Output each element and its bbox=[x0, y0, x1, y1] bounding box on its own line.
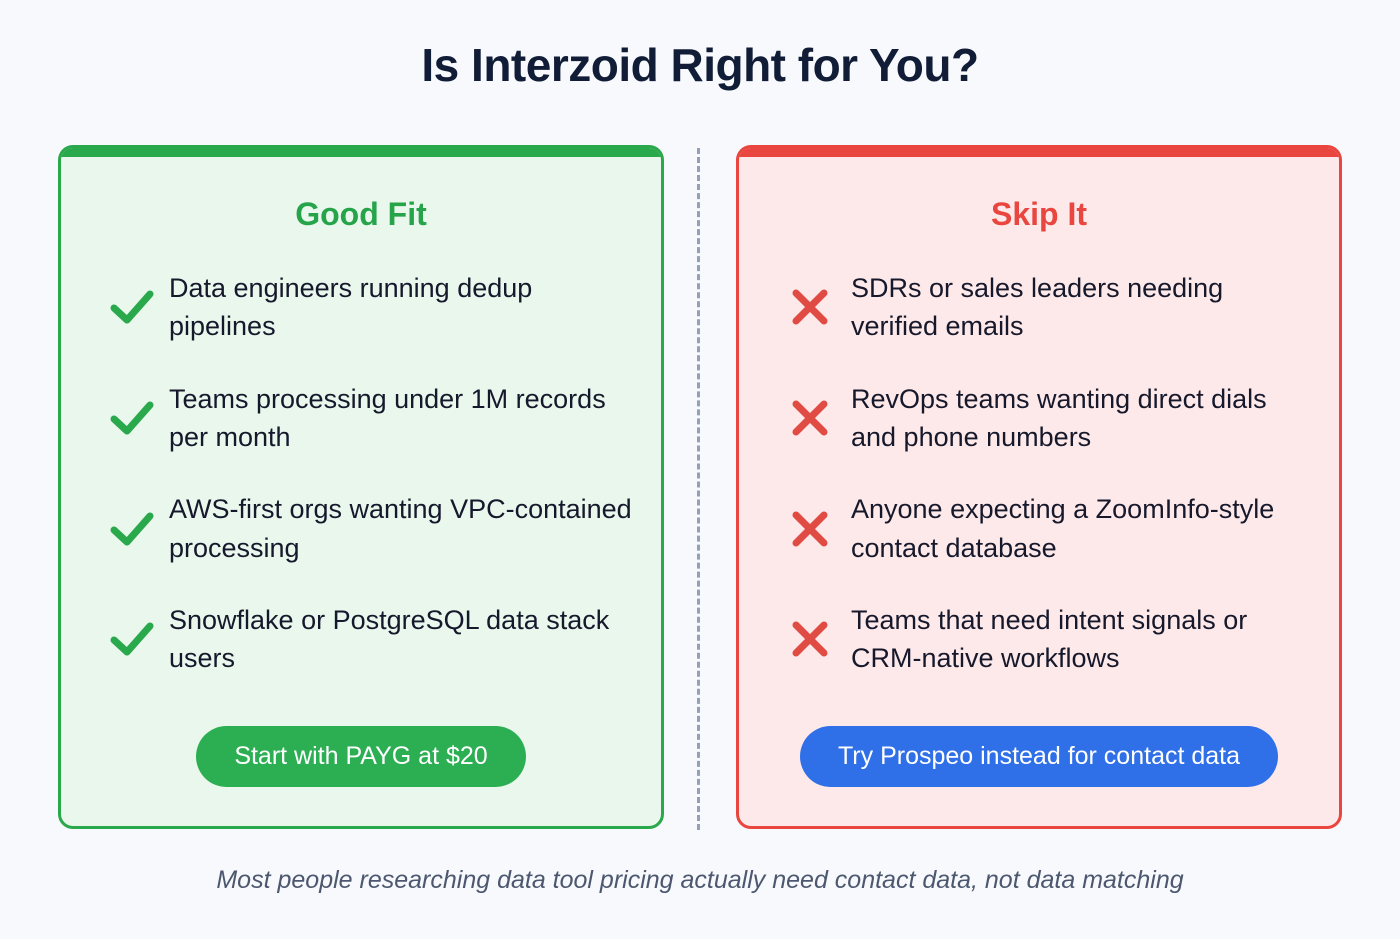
list-item: Teams processing under 1M records per mo… bbox=[101, 380, 635, 457]
page-title: Is Interzoid Right for You? bbox=[421, 39, 979, 91]
list-item: SDRs or sales leaders needing verified e… bbox=[779, 269, 1313, 346]
check-icon bbox=[101, 280, 163, 334]
skip-it-card: Skip It SDRs or sales leaders needing ve… bbox=[736, 145, 1342, 829]
good-fit-title: Good Fit bbox=[295, 196, 427, 232]
start-payg-button[interactable]: Start with PAYG at $20 bbox=[196, 726, 526, 787]
comparison-columns: Good Fit Data engineers running dedup pi… bbox=[58, 145, 1342, 829]
list-item: AWS-first orgs wanting VPC-contained pro… bbox=[101, 490, 635, 567]
skip-it-list: SDRs or sales leaders needing verified e… bbox=[739, 269, 1339, 726]
good-fit-card: Good Fit Data engineers running dedup pi… bbox=[58, 145, 664, 829]
cross-icon bbox=[779, 502, 841, 556]
skip-it-item-label: SDRs or sales leaders needing verified e… bbox=[851, 273, 1224, 342]
try-prospeo-button[interactable]: Try Prospeo instead for contact data bbox=[799, 726, 1279, 787]
skip-it-cta-wrap: Try Prospeo instead for contact data bbox=[739, 726, 1339, 826]
list-item: Snowflake or PostgreSQL data stack users bbox=[101, 601, 635, 678]
list-item: Teams that need intent signals or CRM-na… bbox=[779, 601, 1313, 678]
cross-icon bbox=[779, 612, 841, 666]
cross-icon bbox=[779, 391, 841, 445]
good-fit-accent-bar bbox=[61, 148, 661, 157]
list-item: Data engineers running dedup pipelines bbox=[101, 269, 635, 346]
check-icon bbox=[101, 502, 163, 556]
good-fit-list: Data engineers running dedup pipelines T… bbox=[61, 269, 661, 726]
list-item: RevOps teams wanting direct dials and ph… bbox=[779, 380, 1313, 457]
good-fit-item-label: Data engineers running dedup pipelines bbox=[169, 273, 533, 342]
skip-it-accent-bar bbox=[739, 148, 1339, 157]
footer-note: Most people researching data tool pricin… bbox=[216, 866, 1184, 894]
good-fit-item-label: Teams processing under 1M records per mo… bbox=[169, 383, 606, 452]
skip-it-item-label: Anyone expecting a ZoomInfo-style contac… bbox=[851, 494, 1275, 563]
good-fit-item-label: AWS-first orgs wanting VPC-contained pro… bbox=[169, 494, 632, 563]
list-item: Anyone expecting a ZoomInfo-style contac… bbox=[779, 490, 1313, 567]
cross-icon bbox=[779, 280, 841, 334]
check-icon bbox=[101, 612, 163, 666]
skip-it-item-label: Teams that need intent signals or CRM-na… bbox=[851, 604, 1248, 674]
skip-it-title: Skip It bbox=[990, 196, 1087, 232]
skip-it-item-label: RevOps teams wanting direct dials and ph… bbox=[851, 383, 1267, 452]
column-divider bbox=[697, 148, 700, 830]
good-fit-item-label: Snowflake or PostgreSQL data stack users bbox=[169, 604, 610, 674]
check-icon bbox=[101, 391, 163, 445]
good-fit-cta-wrap: Start with PAYG at $20 bbox=[61, 726, 661, 826]
